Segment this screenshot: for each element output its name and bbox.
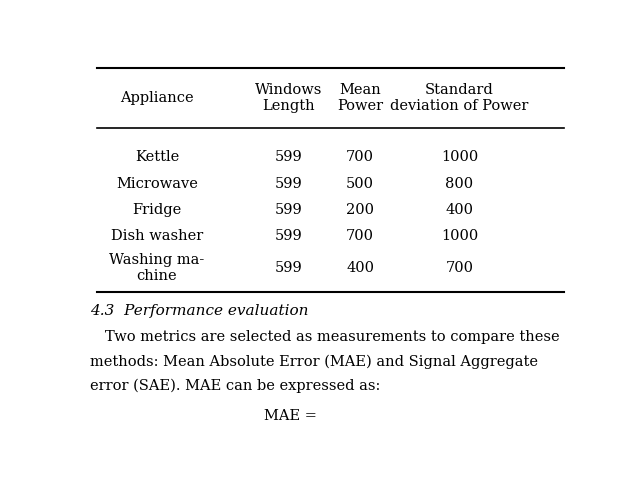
Text: 599: 599 (275, 261, 302, 275)
Text: 400: 400 (445, 203, 474, 217)
Text: 599: 599 (275, 203, 302, 217)
Text: Mean
Power: Mean Power (337, 83, 383, 113)
Text: Standard
deviation of Power: Standard deviation of Power (390, 83, 529, 113)
Text: MAE =: MAE = (264, 409, 316, 423)
Text: 400: 400 (346, 261, 374, 275)
Text: 599: 599 (275, 151, 302, 164)
Text: 200: 200 (346, 203, 374, 217)
Text: Fridge: Fridge (132, 203, 182, 217)
Text: Appliance: Appliance (120, 90, 194, 104)
Text: 700: 700 (346, 229, 374, 243)
Text: 1000: 1000 (441, 229, 478, 243)
Text: 599: 599 (275, 177, 302, 191)
Text: error (SAE). MAE can be expressed as:: error (SAE). MAE can be expressed as: (90, 379, 380, 393)
Text: 500: 500 (346, 177, 374, 191)
Text: Microwave: Microwave (116, 177, 198, 191)
Text: 1000: 1000 (441, 151, 478, 164)
Text: 700: 700 (445, 261, 474, 275)
Text: Two metrics are selected as measurements to compare these: Two metrics are selected as measurements… (105, 330, 559, 344)
Text: 4.3  Performance evaluation: 4.3 Performance evaluation (90, 304, 308, 318)
Text: 700: 700 (346, 151, 374, 164)
Text: Kettle: Kettle (135, 151, 179, 164)
Text: Windows
Length: Windows Length (255, 83, 322, 113)
Text: Washing ma-
chine: Washing ma- chine (109, 253, 205, 283)
Text: methods: Mean Absolute Error (MAE) and Signal Aggregate: methods: Mean Absolute Error (MAE) and S… (90, 354, 538, 369)
Text: 800: 800 (445, 177, 474, 191)
Text: Dish washer: Dish washer (111, 229, 203, 243)
Text: 599: 599 (275, 229, 302, 243)
